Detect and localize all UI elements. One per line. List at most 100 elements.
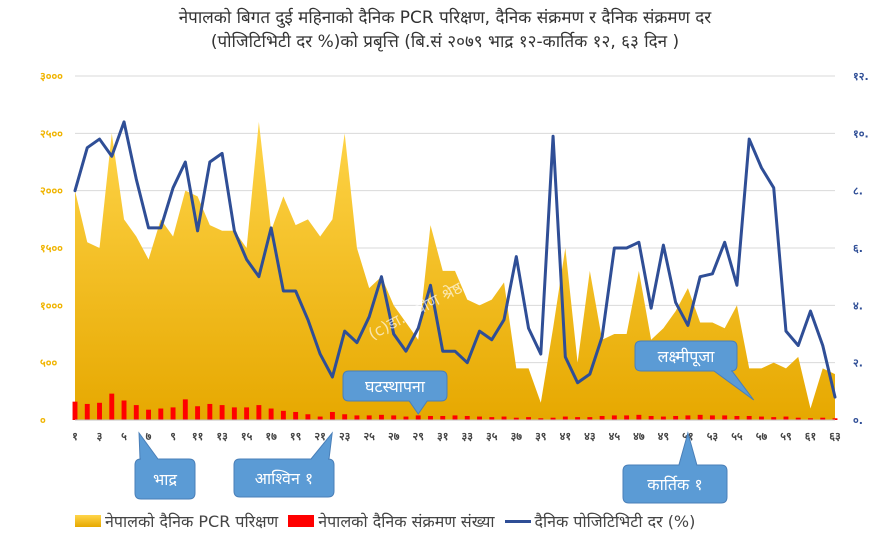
x-tick-label: ६३ <box>829 430 841 443</box>
bar-cases <box>562 416 568 420</box>
bar-cases <box>452 415 458 420</box>
callout-ashwin-shape <box>233 431 335 498</box>
bar-cases <box>305 414 311 420</box>
bar-cases <box>317 416 323 420</box>
bar-cases <box>660 416 666 420</box>
bar-cases <box>219 405 225 420</box>
x-tick-label: १९ <box>290 430 302 443</box>
y-right-tick-label: २. <box>853 357 863 370</box>
bar-cases <box>611 415 617 420</box>
y-right-tick-label: ८. <box>853 185 863 198</box>
callout-kartik-shape <box>622 431 728 504</box>
series-line-rate <box>73 120 837 399</box>
chart-legend: नेपालको दैनिक PCR परिक्षण नेपालको दैनिक … <box>75 508 875 534</box>
callout-kartik: कार्तिक १ <box>622 431 728 504</box>
bar-cases <box>415 415 421 420</box>
chart-title-line2: (पोजिटिभिटी दर %)को प्रबृत्ति (बि.सं २०७… <box>210 32 680 52</box>
bar-cases <box>759 416 764 420</box>
legend-swatch-bar <box>288 515 315 527</box>
x-tick-label: ४१ <box>560 430 571 443</box>
x-tick-label: ९ <box>170 430 176 443</box>
callout-ghatasthapana: घटस्थापना <box>342 370 448 415</box>
callout-kartik-label: कार्तिक १ <box>647 475 702 494</box>
bar-cases <box>170 407 176 420</box>
y-right-tick-label: ०. <box>853 414 863 427</box>
x-tick-label: १३ <box>216 430 228 443</box>
bar-cases <box>648 415 654 420</box>
y-right-tick-label: १२. <box>853 70 869 83</box>
x-tick-label: ११ <box>192 430 203 443</box>
x-tick-label: ५७ <box>756 430 768 443</box>
x-tick-label: २९ <box>412 430 424 443</box>
x-tick-label: ६१ <box>805 430 816 443</box>
x-tick-label: ४७ <box>633 430 645 443</box>
bar-cases <box>72 401 78 420</box>
bar-cases <box>709 415 715 420</box>
x-tick-label: ५५ <box>731 430 743 443</box>
bar-cases <box>109 393 115 420</box>
legend-item-pcr: नेपालको दैनिक PCR परिक्षण <box>75 510 278 532</box>
bar-cases <box>293 411 299 420</box>
bar-cases <box>734 415 740 420</box>
bar-cases <box>231 407 237 420</box>
bar-cases <box>379 414 384 420</box>
x-tick-label: ३७ <box>511 430 523 443</box>
bar-cases <box>329 411 335 420</box>
y-left-tick-label: ५०० <box>40 357 57 370</box>
bar-cases <box>403 416 409 420</box>
callout-ashwin-label: आश्विन १ <box>255 469 313 488</box>
bar-cases <box>685 415 691 420</box>
callout-bhadra-label: भाद्र <box>153 470 177 489</box>
x-tick-label: २१ <box>314 430 325 443</box>
bar-cases <box>146 409 151 420</box>
bar-cases <box>697 414 703 420</box>
bar-cases <box>133 405 139 420</box>
legend-swatch-line <box>504 519 531 523</box>
bar-cases <box>440 415 446 420</box>
x-tick-label: ३ <box>97 430 103 443</box>
x-tick-label: ७ <box>146 430 152 443</box>
y-left-tick-label: ३००० <box>40 70 63 83</box>
bar-cases <box>550 417 556 420</box>
bar-cases <box>832 418 838 420</box>
x-tick-label: ५ <box>121 430 127 443</box>
bar-cases <box>599 415 605 420</box>
y-left-tick-label: २००० <box>40 185 63 198</box>
x-tick-label: ४५ <box>609 430 621 443</box>
bar-cases <box>207 403 213 420</box>
bar-cases <box>84 403 90 420</box>
bar-cases <box>722 415 728 420</box>
x-tick-label: ५९ <box>780 430 792 443</box>
x-tick-label: ४९ <box>658 430 670 443</box>
callout-laxmipuja-shape <box>634 340 755 401</box>
y-left-tick-label: ० <box>40 414 46 427</box>
bar-cases <box>575 417 581 420</box>
bar-cases <box>783 416 789 420</box>
callout-ashwin: आश्विन १ <box>233 431 335 498</box>
bar-cases <box>158 408 164 420</box>
callout-bhadra: भाद्र <box>134 431 196 500</box>
bar-cases <box>182 399 188 420</box>
y-left-tick-label: १५०० <box>40 242 63 255</box>
chart-title-line1: नेपालको बिगत दुई महिनाको दैनिक PCR परिक्… <box>178 8 712 28</box>
bar-cases <box>538 418 544 420</box>
bar-cases <box>746 415 752 420</box>
bar-cases <box>256 405 262 420</box>
bar-cases <box>795 417 801 420</box>
x-tick-label: ३९ <box>535 430 547 443</box>
bar-cases <box>268 408 274 420</box>
legend-item-rate: दैनिक पोजिटिभिटी दर (%) <box>504 510 695 532</box>
bar-cases <box>673 415 679 420</box>
bar-cases <box>513 417 519 420</box>
x-tick-label: ४३ <box>584 430 596 443</box>
y-right-tick-label: १०. <box>853 127 869 140</box>
legend-label-pcr: नेपालको दैनिक PCR परिक्षण <box>105 512 279 531</box>
x-tick-label: १५ <box>241 430 253 443</box>
bar-cases <box>342 414 348 420</box>
bar-cases <box>820 417 826 420</box>
bar-cases <box>636 414 642 420</box>
legend-label-cases: नेपालको दैनिक संक्रमण संख्या <box>318 512 495 531</box>
bar-cases <box>97 402 102 420</box>
legend-item-cases: नेपालको दैनिक संक्रमण संख्या <box>288 510 495 532</box>
